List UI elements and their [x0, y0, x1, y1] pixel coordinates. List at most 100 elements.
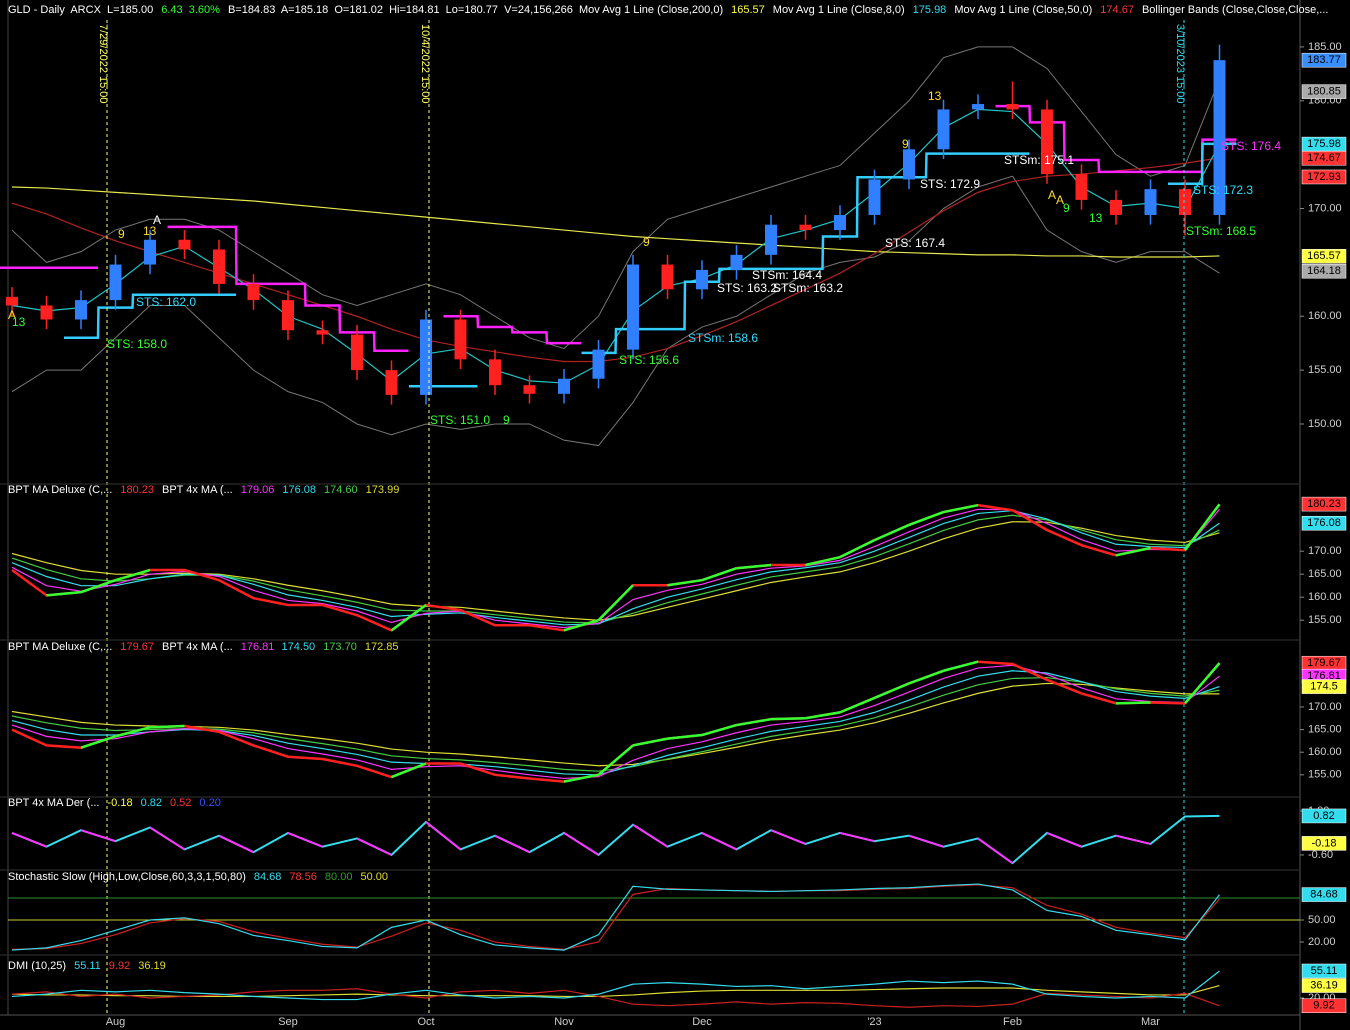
- annotation: 9: [643, 235, 650, 249]
- annotation: 9: [1063, 201, 1070, 215]
- value-box: [1301, 887, 1347, 902]
- value-box-label: 55.11: [1311, 965, 1338, 977]
- value-box-label: 84.68: [1310, 888, 1338, 900]
- annotation: A: [8, 308, 16, 322]
- header-item: BPT MA Deluxe (C,...: [8, 641, 112, 653]
- series-line: [11, 970, 1220, 1001]
- annotation: STSm: 164.4: [752, 268, 822, 282]
- header-item: GLD - Daily ARCX L=185.00: [8, 4, 153, 16]
- candle-body: [489, 359, 501, 386]
- y-tick-label: 155.00: [1308, 614, 1342, 626]
- trend-segment: [805, 711, 841, 720]
- header-item: 174.60: [324, 484, 358, 496]
- header-item: 0.82: [141, 797, 162, 809]
- candle-body: [523, 385, 536, 394]
- header-item: Stochastic Slow (High,Low,Close,60,3,3,1…: [8, 871, 246, 883]
- trend-segment: [563, 832, 600, 856]
- candle-body: [661, 264, 674, 290]
- header-item: Mov Avg 1 Line (Close,50,0): [954, 4, 1092, 16]
- header-item: 173.70: [323, 641, 357, 653]
- trend-segment: [597, 584, 634, 622]
- candle-body: [730, 254, 743, 270]
- panel-header: BPT MA Deluxe (C,... 179.67 BPT 4x MA (...…: [8, 641, 399, 653]
- trend-segment: [908, 834, 944, 848]
- candle-body: [109, 264, 122, 301]
- candle-body: [1041, 109, 1053, 175]
- candle-body: [627, 264, 639, 350]
- candle-body: [937, 109, 950, 150]
- header-item: BPT 4x MA Der (...: [8, 797, 100, 809]
- y-tick-label: 185.00: [1308, 41, 1342, 53]
- y-tick-label: 170.00: [1308, 202, 1342, 214]
- value-box: [1301, 978, 1347, 993]
- value-box-label: 180.85: [1307, 86, 1341, 98]
- trend-segment: [839, 696, 875, 714]
- annotation: STS: 167.4: [885, 236, 945, 250]
- x-tick-label: Oct: [417, 1016, 434, 1028]
- series-line: [11, 984, 1220, 998]
- trend-segment: [908, 669, 944, 685]
- header-item: 176.08: [282, 484, 316, 496]
- header-item: 172.85: [365, 641, 399, 653]
- value-box-label: 183.77: [1307, 54, 1341, 66]
- value-box-label: 165.57: [1307, 250, 1341, 262]
- header-item: -0.18: [108, 797, 133, 809]
- header-item: 36.19: [138, 960, 166, 972]
- candle-body: [972, 104, 984, 110]
- trend-segment: [425, 821, 462, 851]
- header-item: BPT MA Deluxe (C,...: [8, 484, 112, 496]
- y-tick-label: 160.00: [1308, 310, 1342, 322]
- annotation: 9: [503, 413, 510, 427]
- trend-segment: [287, 832, 323, 848]
- y-tick-label: 165.00: [1308, 568, 1342, 580]
- trend-segment: [115, 726, 151, 738]
- value-box-label: 180.23: [1307, 498, 1341, 510]
- y-tick-label: 50.00: [1308, 914, 1336, 926]
- trend-segment: [632, 823, 669, 848]
- value-box: [1301, 52, 1347, 68]
- value-box-label: 174.5: [1310, 681, 1338, 693]
- candle-body: [1006, 104, 1019, 110]
- candle-body: [420, 319, 432, 395]
- panel-header: BPT MA Deluxe (C,... 180.23 BPT 4x MA (...…: [8, 484, 399, 496]
- candle-body: [765, 224, 777, 255]
- trend-segment: [80, 829, 116, 843]
- annotation: STSm: 163.2: [773, 281, 843, 295]
- header-item: 80.00: [325, 871, 353, 883]
- trend-segment: [908, 510, 944, 527]
- trend-segment: [873, 523, 910, 542]
- value-box: [1301, 963, 1347, 979]
- candle-body: [696, 269, 708, 290]
- candle-body: [282, 300, 294, 331]
- series-line: [64, 142, 1237, 388]
- value-box: [1301, 496, 1347, 512]
- header-item: 179.67: [120, 641, 154, 653]
- trend-segment: [1183, 503, 1221, 552]
- annotation: STS: 172.3: [1193, 183, 1253, 197]
- trend-segment: [1115, 834, 1151, 845]
- trend-segment: [563, 619, 599, 632]
- value-box-label: 174.67: [1307, 152, 1341, 164]
- series-line: [11, 175, 1220, 447]
- candle-body: [247, 283, 260, 301]
- panel-header: Stochastic Slow (High,Low,Close,60,3,3,1…: [8, 871, 388, 883]
- trend-segment: [874, 682, 910, 700]
- series-line: [11, 676, 1220, 772]
- date-marker-label: 10/4/2022 15:00: [419, 24, 431, 104]
- x-tick-label: Feb: [1003, 1016, 1022, 1028]
- x-tick-label: Nov: [554, 1016, 574, 1028]
- trend-segment: [770, 829, 806, 845]
- value-box: [1301, 169, 1347, 185]
- value-box: [1301, 150, 1347, 166]
- y-tick-label: 150.00: [1308, 418, 1342, 430]
- y-tick-label: 20.00: [1308, 936, 1336, 948]
- annotation: 13: [928, 89, 942, 103]
- header-item: 0.52: [170, 797, 191, 809]
- series-line: [11, 521, 1220, 621]
- header-item: Bollinger Bands (Close,Close,Close,...: [1142, 4, 1328, 16]
- y-tick-label: 155.00: [1308, 769, 1342, 781]
- annotation: 13: [143, 224, 157, 238]
- trend-segment: [46, 590, 82, 597]
